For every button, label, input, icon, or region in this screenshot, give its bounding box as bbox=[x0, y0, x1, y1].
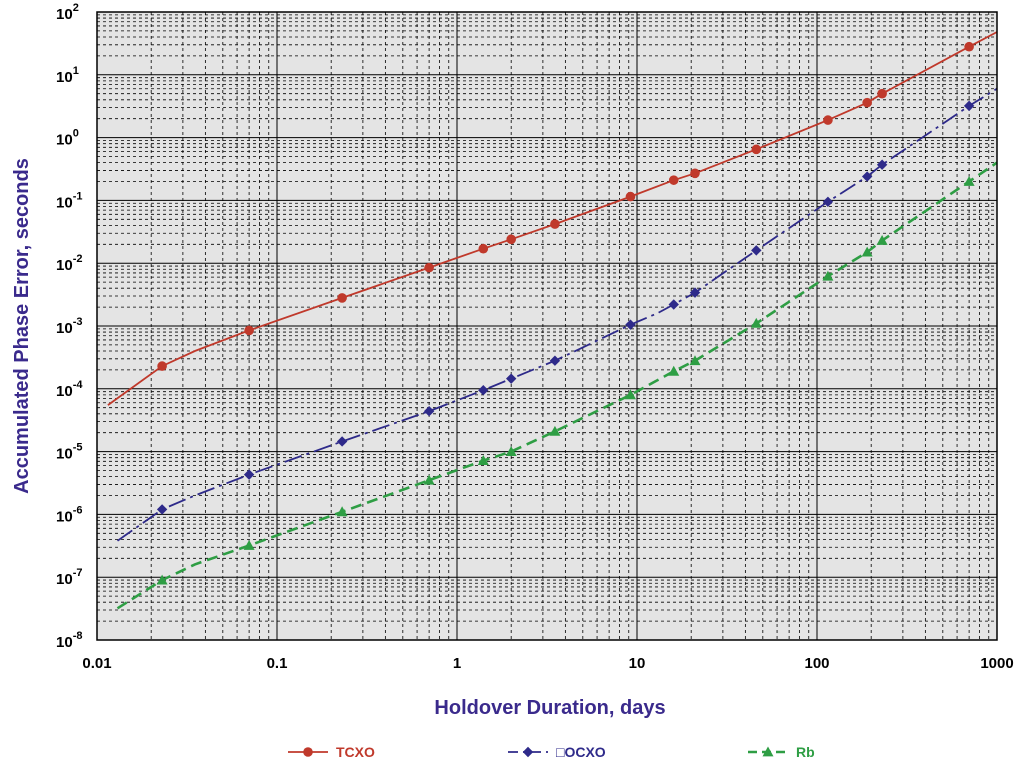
data-point bbox=[156, 574, 168, 585]
data-point bbox=[876, 234, 888, 245]
data-point bbox=[750, 317, 762, 328]
data-point bbox=[243, 469, 255, 480]
y-tick-label: 10-8 bbox=[56, 630, 82, 651]
data-point bbox=[478, 384, 489, 396]
y-tick-label: 10-7 bbox=[56, 567, 82, 588]
y-tick-label: 102 bbox=[56, 2, 79, 23]
data-point bbox=[822, 196, 834, 207]
data-point bbox=[668, 365, 680, 376]
data-point bbox=[303, 747, 313, 757]
data-point bbox=[337, 293, 347, 303]
x-tick-label: 1 bbox=[453, 655, 461, 672]
x-tick-label: 100 bbox=[804, 655, 829, 672]
data-point bbox=[505, 446, 517, 456]
data-point bbox=[963, 175, 975, 186]
y-tick-label: 10-6 bbox=[56, 504, 82, 525]
data-point bbox=[423, 405, 435, 417]
legend-label: Rb bbox=[796, 744, 815, 760]
plot-frame bbox=[96, 11, 998, 641]
data-point bbox=[522, 746, 534, 758]
data-point bbox=[689, 287, 701, 298]
y-tick-label: 10-5 bbox=[56, 442, 82, 463]
x-tick-labels: 0.01 0.1 1 10 100 1000 bbox=[82, 655, 1013, 672]
data-point bbox=[751, 245, 762, 256]
data-point bbox=[877, 88, 887, 99]
data-point bbox=[751, 144, 762, 155]
data-point bbox=[876, 159, 888, 170]
series-rb bbox=[116, 161, 998, 610]
data-point bbox=[550, 219, 560, 229]
data-point bbox=[690, 168, 700, 179]
data-point bbox=[505, 373, 517, 384]
data-point bbox=[157, 361, 167, 371]
data-point bbox=[668, 299, 679, 310]
data-point bbox=[823, 115, 833, 125]
x-axis-title: Holdover Duration, days bbox=[434, 697, 665, 719]
data-point bbox=[336, 436, 348, 447]
series-ocxo bbox=[116, 87, 998, 542]
data-point bbox=[244, 325, 254, 336]
y-tick-label: 10-1 bbox=[56, 190, 82, 211]
series-tcxo bbox=[107, 31, 998, 406]
y-tick-label: 101 bbox=[56, 65, 79, 86]
x-tick-label: 0.1 bbox=[267, 655, 288, 672]
y-tick-label: 100 bbox=[56, 128, 79, 149]
y-axis-title: Accumulated Phase Error, seconds bbox=[11, 158, 33, 494]
data-point bbox=[424, 262, 434, 273]
data-point bbox=[861, 246, 873, 257]
data-point bbox=[689, 355, 701, 366]
data-point bbox=[625, 319, 636, 330]
data-point bbox=[506, 234, 516, 245]
data-point bbox=[624, 389, 636, 400]
x-tick-label: 0.01 bbox=[82, 655, 111, 672]
data-point bbox=[549, 355, 561, 366]
x-tick-label: 10 bbox=[629, 655, 646, 672]
data-point bbox=[243, 539, 255, 550]
data-point bbox=[478, 243, 489, 254]
legend: TCXO □OCXO Rb bbox=[288, 744, 815, 760]
series-line bbox=[116, 161, 998, 610]
x-tick-label: 1000 bbox=[980, 655, 1013, 672]
data-point bbox=[861, 171, 873, 182]
data-point bbox=[477, 455, 489, 465]
legend-item: TCXO bbox=[288, 744, 375, 760]
data-point bbox=[964, 41, 974, 52]
legend-item: □OCXO bbox=[508, 744, 606, 760]
data-point bbox=[762, 746, 774, 757]
legend-item: Rb bbox=[748, 744, 815, 760]
data-point bbox=[549, 425, 561, 436]
legend-label: □OCXO bbox=[556, 744, 606, 760]
y-tick-labels: 10-8 10-7 10-6 10-5 10-4 10-3 10-2 10-1 100 101 10… bbox=[56, 2, 83, 651]
data-point bbox=[423, 474, 435, 485]
data-point bbox=[625, 191, 636, 202]
grid bbox=[97, 12, 997, 640]
data-point bbox=[862, 97, 872, 108]
data-point bbox=[156, 504, 168, 515]
y-tick-label: 10-2 bbox=[56, 253, 82, 274]
data-point bbox=[668, 175, 679, 185]
legend-label: TCXO bbox=[336, 744, 375, 760]
series-layer bbox=[107, 31, 998, 610]
data-point bbox=[963, 100, 975, 112]
data-point bbox=[336, 506, 348, 517]
data-point bbox=[822, 270, 834, 281]
y-tick-label: 10-4 bbox=[56, 379, 83, 400]
y-tick-label: 10-3 bbox=[56, 316, 82, 337]
